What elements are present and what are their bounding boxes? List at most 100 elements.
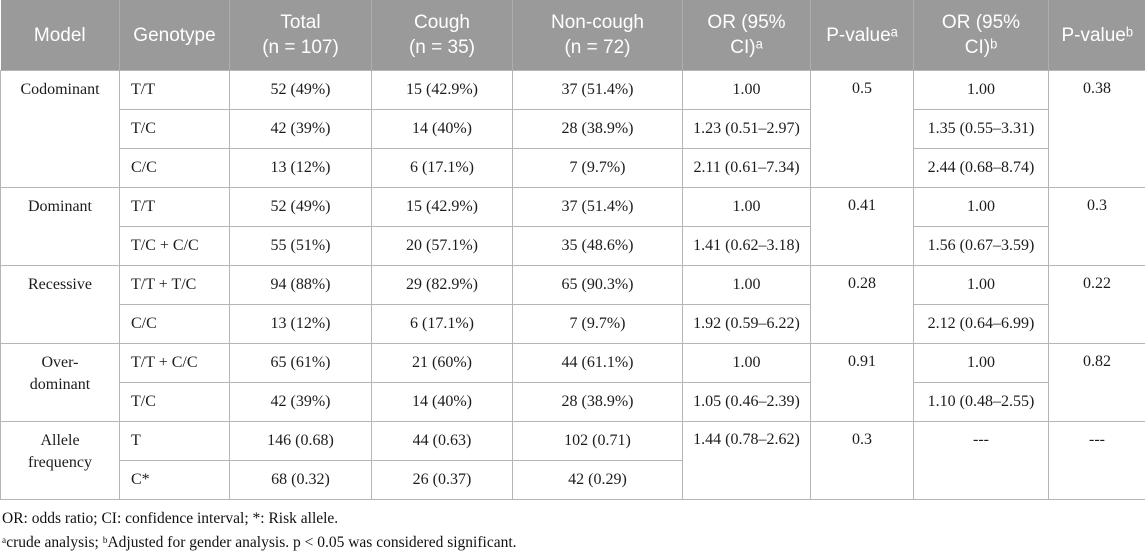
cell-total: 13 (12%) bbox=[230, 149, 372, 188]
table-row: C/C 13 (12%) 6 (17.1%) 7 (9.7%) 1.92 (0.… bbox=[1, 305, 1145, 344]
table-row: C/C 13 (12%) 6 (17.1%) 7 (9.7%) 2.11 (0.… bbox=[1, 149, 1145, 188]
cell-noncough: 65 (90.3%) bbox=[513, 266, 683, 305]
cell-or-crude: 1.00 bbox=[683, 266, 811, 305]
table-row: T/C 42 (39%) 14 (40%) 28 (38.9%) 1.05 (0… bbox=[1, 383, 1145, 422]
cell-cough: 15 (42.9%) bbox=[372, 71, 513, 110]
cell-or-crude: 1.05 (0.46–2.39) bbox=[683, 383, 811, 422]
cell-pvalue-adjusted: 0.22 bbox=[1049, 266, 1145, 344]
cell-model: Codominant bbox=[1, 71, 120, 188]
cell-genotype: T/C bbox=[120, 110, 230, 149]
cell-genotype: T/T + T/C bbox=[120, 266, 230, 305]
cell-cough: 6 (17.1%) bbox=[372, 305, 513, 344]
header-cell-or-crude: OR (95%CI)ᵃ bbox=[683, 0, 811, 71]
cell-pvalue-adjusted: 0.82 bbox=[1049, 344, 1145, 422]
cell-cough: 21 (60%) bbox=[372, 344, 513, 383]
cell-or-crude: 1.00 bbox=[683, 188, 811, 227]
cell-or-crude: 1.23 (0.51–2.97) bbox=[683, 110, 811, 149]
cell-pvalue-crude: 0.41 bbox=[811, 188, 914, 266]
table-body: Codominant T/T 52 (49%) 15 (42.9%) 37 (5… bbox=[1, 71, 1145, 500]
cell-noncough: 28 (38.9%) bbox=[513, 383, 683, 422]
footnote-abbreviations: OR: odds ratio; CI: confidence interval;… bbox=[2, 507, 1145, 531]
table-footnotes: OR: odds ratio; CI: confidence interval;… bbox=[0, 507, 1145, 555]
header-cell-total: Total(n = 107) bbox=[230, 0, 372, 71]
cell-total: 94 (88%) bbox=[230, 266, 372, 305]
cell-total: 42 (39%) bbox=[230, 383, 372, 422]
cell-pvalue-adjusted: 0.38 bbox=[1049, 71, 1145, 188]
cell-total: 146 (0.68) bbox=[230, 422, 372, 461]
cell-total: 55 (51%) bbox=[230, 227, 372, 266]
cell-or-adjusted: 1.00 bbox=[914, 188, 1049, 227]
cell-genotype: T/C + C/C bbox=[120, 227, 230, 266]
cell-cough: 20 (57.1%) bbox=[372, 227, 513, 266]
cell-total: 52 (49%) bbox=[230, 188, 372, 227]
cell-genotype: C* bbox=[120, 461, 230, 500]
cell-or-adjusted: 2.12 (0.64–6.99) bbox=[914, 305, 1049, 344]
genotype-models-table: Model Genotype Total(n = 107) Cough(n = … bbox=[0, 0, 1145, 500]
cell-cough: 44 (0.63) bbox=[372, 422, 513, 461]
table-row: T/C 42 (39%) 14 (40%) 28 (38.9%) 1.23 (0… bbox=[1, 110, 1145, 149]
header-cell-cough: Cough(n = 35) bbox=[372, 0, 513, 71]
cell-genotype: T/T bbox=[120, 188, 230, 227]
footnote-analysis: ᵃcrude analysis; ᵇAdjusted for gender an… bbox=[2, 531, 1145, 555]
cell-or-adjusted: 2.44 (0.68–8.74) bbox=[914, 149, 1049, 188]
cell-or-crude: 1.41 (0.62–3.18) bbox=[683, 227, 811, 266]
cell-cough: 15 (42.9%) bbox=[372, 188, 513, 227]
cell-pvalue-adjusted: --- bbox=[1049, 422, 1145, 500]
cell-cough: 6 (17.1%) bbox=[372, 149, 513, 188]
cell-model: Recessive bbox=[1, 266, 120, 344]
header-cell-or-adjusted: OR (95%CI)ᵇ bbox=[914, 0, 1049, 71]
header-cell-model: Model bbox=[1, 0, 120, 71]
cell-total: 42 (39%) bbox=[230, 110, 372, 149]
cell-or-crude: 1.00 bbox=[683, 344, 811, 383]
cell-model: Dominant bbox=[1, 188, 120, 266]
cell-or-crude: 1.92 (0.59–6.22) bbox=[683, 305, 811, 344]
cell-or-adjusted: 1.00 bbox=[914, 71, 1049, 110]
table-row: T/C + C/C 55 (51%) 20 (57.1%) 35 (48.6%)… bbox=[1, 227, 1145, 266]
table-row: Dominant T/T 52 (49%) 15 (42.9%) 37 (51.… bbox=[1, 188, 1145, 227]
cell-or-adjusted: 1.00 bbox=[914, 344, 1049, 383]
cell-or-crude: 2.11 (0.61–7.34) bbox=[683, 149, 811, 188]
cell-pvalue-crude: 0.3 bbox=[811, 422, 914, 500]
cell-noncough: 42 (0.29) bbox=[513, 461, 683, 500]
cell-noncough: 7 (9.7%) bbox=[513, 149, 683, 188]
cell-or-adjusted: 1.10 (0.48–2.55) bbox=[914, 383, 1049, 422]
cell-pvalue-crude: 0.5 bbox=[811, 71, 914, 188]
cell-total: 13 (12%) bbox=[230, 305, 372, 344]
cell-or-adjusted: 1.56 (0.67–3.59) bbox=[914, 227, 1049, 266]
cell-genotype: C/C bbox=[120, 305, 230, 344]
cell-cough: 29 (82.9%) bbox=[372, 266, 513, 305]
header-cell-genotype: Genotype bbox=[120, 0, 230, 71]
cell-cough: 26 (0.37) bbox=[372, 461, 513, 500]
table-header: Model Genotype Total(n = 107) Cough(n = … bbox=[1, 0, 1145, 71]
cell-or-adjusted: 1.00 bbox=[914, 266, 1049, 305]
header-cell-pvalue-adjusted: P-valueᵇ bbox=[1049, 0, 1145, 71]
cell-noncough: 35 (48.6%) bbox=[513, 227, 683, 266]
cell-cough: 14 (40%) bbox=[372, 383, 513, 422]
cell-cough: 14 (40%) bbox=[372, 110, 513, 149]
cell-model: Allele frequency bbox=[1, 422, 120, 500]
cell-genotype: T/T bbox=[120, 71, 230, 110]
table-row: Recessive T/T + T/C 94 (88%) 29 (82.9%) … bbox=[1, 266, 1145, 305]
cell-pvalue-crude: 0.91 bbox=[811, 344, 914, 422]
header-cell-pvalue-crude: P-valueᵃ bbox=[811, 0, 914, 71]
cell-noncough: 7 (9.7%) bbox=[513, 305, 683, 344]
cell-noncough: 37 (51.4%) bbox=[513, 188, 683, 227]
cell-genotype: C/C bbox=[120, 149, 230, 188]
cell-model: Over-dominant bbox=[1, 344, 120, 422]
cell-noncough: 102 (0.71) bbox=[513, 422, 683, 461]
cell-genotype: T/C bbox=[120, 383, 230, 422]
cell-genotype: T/T + C/C bbox=[120, 344, 230, 383]
header-cell-noncough: Non-cough(n = 72) bbox=[513, 0, 683, 71]
cell-noncough: 44 (61.1%) bbox=[513, 344, 683, 383]
cell-pvalue-crude: 0.28 bbox=[811, 266, 914, 344]
cell-total: 68 (0.32) bbox=[230, 461, 372, 500]
cell-pvalue-adjusted: 0.3 bbox=[1049, 188, 1145, 266]
cell-or-adjusted: 1.35 (0.55–3.31) bbox=[914, 110, 1049, 149]
cell-noncough: 28 (38.9%) bbox=[513, 110, 683, 149]
table-row: Allele frequency T 146 (0.68) 44 (0.63) … bbox=[1, 422, 1145, 461]
table-header-row: Model Genotype Total(n = 107) Cough(n = … bbox=[1, 0, 1145, 71]
table-row: Over-dominant T/T + C/C 65 (61%) 21 (60%… bbox=[1, 344, 1145, 383]
cell-or-adjusted: --- bbox=[914, 422, 1049, 500]
cell-genotype: T bbox=[120, 422, 230, 461]
